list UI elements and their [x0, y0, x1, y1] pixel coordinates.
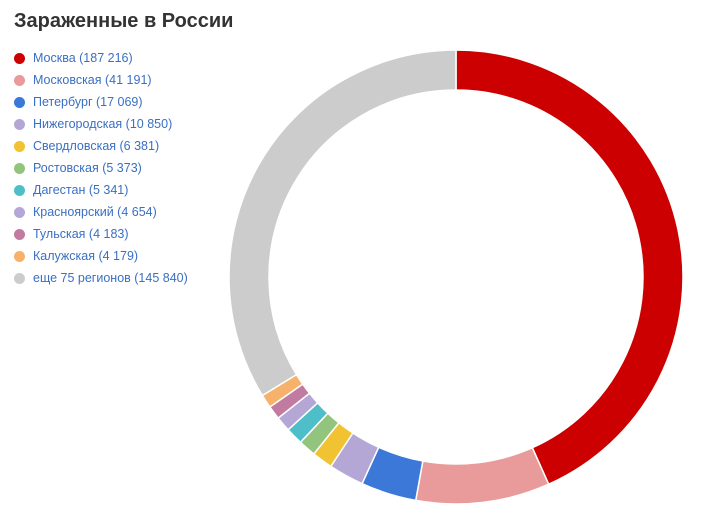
legend-label: Нижегородская (10 850) — [33, 117, 173, 131]
legend-item[interactable]: Петербург (17 069) — [14, 91, 229, 113]
legend-color-swatch — [14, 184, 25, 196]
legend-color-swatch — [14, 52, 25, 64]
legend-label: Московская (41 191) — [33, 73, 152, 87]
legend-label: Свердловская (6 381) — [33, 139, 160, 153]
legend-color-swatch — [14, 272, 25, 284]
legend-color-swatch — [14, 206, 25, 218]
legend-color-swatch — [14, 228, 25, 240]
legend-item[interactable]: Москва (187 216) — [14, 47, 229, 69]
legend-color-swatch — [14, 162, 25, 174]
legend-item[interactable]: Дагестан (5 341) — [14, 179, 229, 201]
legend-color-swatch — [14, 96, 25, 108]
legend-item[interactable]: Свердловская (6 381) — [14, 135, 229, 157]
legend-color-swatch — [14, 140, 25, 152]
legend-item[interactable]: Московская (41 191) — [14, 69, 229, 91]
legend-item[interactable]: Ростовская (5 373) — [14, 157, 229, 179]
chart-legend: Москва (187 216) Московская (41 191) Петер… — [14, 47, 229, 289]
donut-slice[interactable] — [228, 49, 457, 397]
legend-label: Дагестан (5 341) — [33, 183, 129, 197]
legend-label: Тульская (4 183) — [33, 227, 129, 241]
legend-item[interactable]: Калужская (4 179) — [14, 245, 229, 267]
legend-color-swatch — [14, 74, 25, 86]
legend-label: Красноярский (4 654) — [33, 205, 157, 219]
legend-label: Петербург (17 069) — [33, 95, 143, 109]
legend-label: еще 75 регионов (145 840) — [33, 271, 188, 285]
legend-label: Москва (187 216) — [33, 51, 133, 65]
legend-label: Калужская (4 179) — [33, 249, 139, 263]
legend-color-swatch — [14, 118, 25, 130]
chart-title: Зараженные в России — [14, 10, 234, 32]
legend-label: Ростовская (5 373) — [33, 161, 142, 175]
legend-item[interactable]: Тульская (4 183) — [14, 223, 229, 245]
legend-item[interactable]: Нижегородская (10 850) — [14, 113, 229, 135]
legend-item[interactable]: еще 75 регионов (145 840) — [14, 267, 229, 289]
legend-color-swatch — [14, 250, 25, 262]
donut-slice[interactable] — [455, 49, 684, 486]
legend-item[interactable]: Красноярский (4 654) — [14, 201, 229, 223]
donut-slice[interactable] — [414, 446, 550, 505]
